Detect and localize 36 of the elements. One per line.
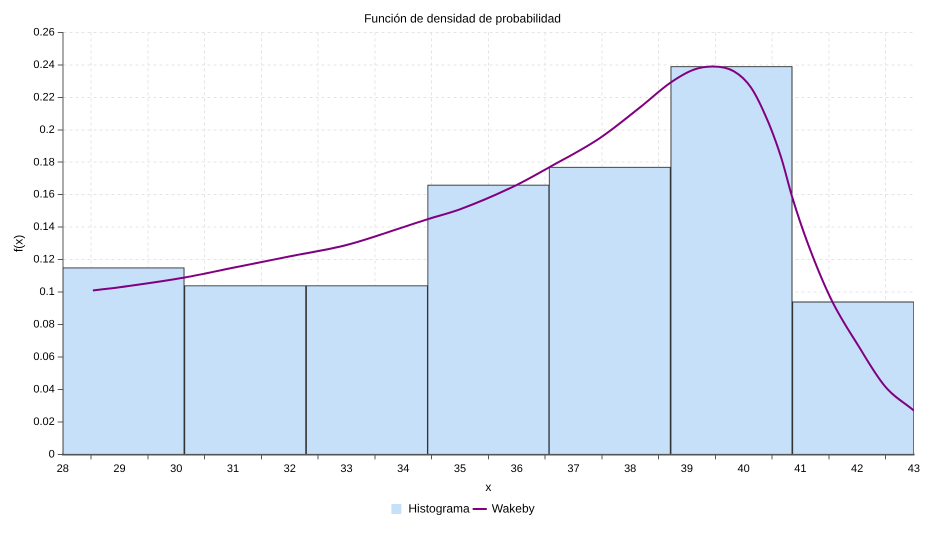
x-tick-label: 36 (510, 463, 523, 476)
x-tick-label: 42 (851, 463, 864, 476)
y-tick-label: 0.02 (33, 416, 55, 428)
y-tick-label: 0.26 (33, 26, 55, 38)
y-tick-label: 0.2 (40, 124, 55, 136)
x-axis-title: x (485, 480, 492, 494)
y-tick-label: 0.16 (33, 188, 55, 201)
y-tick-label: 0.1 (40, 286, 55, 298)
x-tick-label: 28 (56, 463, 69, 476)
legend-label: Wakeby (492, 501, 535, 516)
y-tick-label: 0.08 (33, 318, 55, 331)
y-tick-label: 0.14 (33, 221, 55, 234)
x-tick-label: 34 (397, 463, 410, 476)
x-tick-label: 35 (454, 463, 466, 476)
x-tick-label: 41 (794, 463, 807, 476)
x-tick-label: 38 (624, 463, 636, 476)
y-tick-label: 0.18 (33, 156, 55, 168)
y-axis-title: f(x) (12, 234, 26, 252)
x-tick-label: 37 (567, 463, 580, 476)
legend-label: Histograma (408, 501, 470, 516)
x-tick-label: 30 (170, 463, 182, 476)
x-tick-label: 31 (226, 463, 240, 476)
x-tick-label: 40 (738, 463, 750, 476)
chart-title: Función de densidad de probabilidad (364, 12, 561, 26)
y-tick-label: 0.06 (33, 351, 55, 364)
y-tick-label: 0.22 (33, 91, 55, 104)
x-tick-label: 33 (340, 463, 353, 476)
x-tick-label: 39 (680, 463, 694, 476)
x-tick-label: 32 (284, 463, 296, 476)
line-series (92, 65, 914, 412)
x-tick-label: 29 (113, 463, 126, 476)
x-tick-label: 43 (908, 463, 920, 476)
y-tick-label: 0.12 (33, 254, 55, 266)
y-tick-label: 0.04 (33, 384, 55, 396)
y-tick-label: 0.24 (33, 58, 55, 71)
y-tick-label: 0 (48, 448, 55, 460)
